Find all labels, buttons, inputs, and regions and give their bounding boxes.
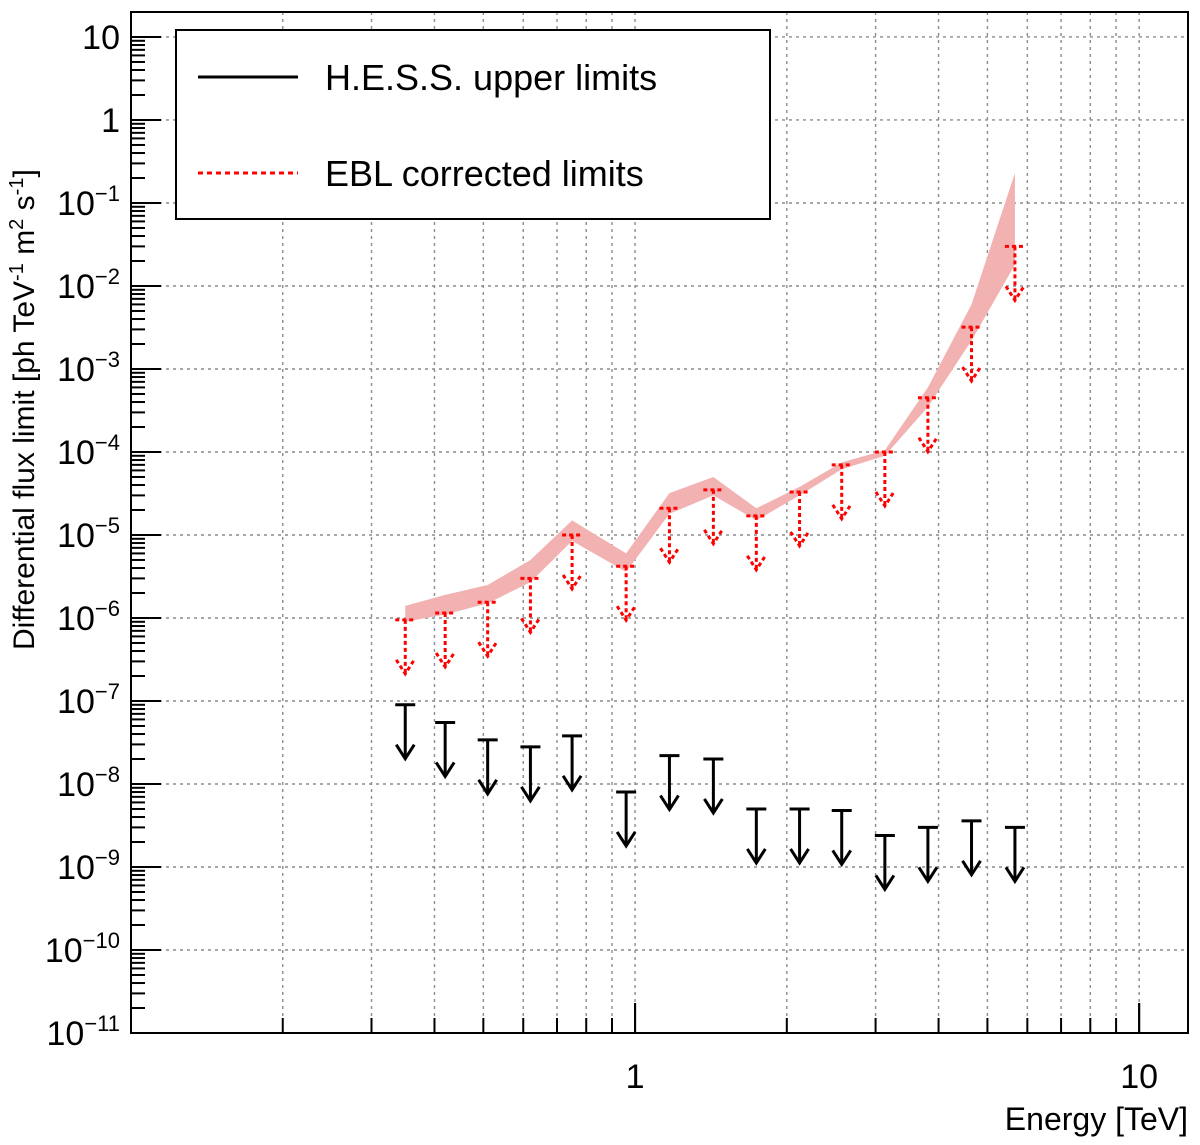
y-tick-label: 10−10 <box>45 928 120 970</box>
hess-limit-arrow <box>615 790 637 849</box>
hess-limit-arrow <box>520 745 541 804</box>
plot-frame <box>130 11 1189 1034</box>
y-tick-label: 10−9 <box>57 845 120 887</box>
ebl-uncertainty-band <box>405 172 1015 622</box>
y-tick-label: 10−5 <box>57 513 120 555</box>
hess-upper-limits <box>394 703 1026 893</box>
hess-limit-arrow <box>917 825 939 885</box>
legend-box <box>175 29 771 220</box>
y-tick-label: 10 <box>82 19 120 57</box>
y-tick-label: 10−1 <box>57 181 120 223</box>
ebl-limit-arrow <box>520 576 541 636</box>
y-tick-label: 10−2 <box>57 264 120 306</box>
hess-limit-arrow <box>961 819 982 878</box>
ebl-limit-arrow <box>434 611 456 670</box>
ebl-limit-arrow <box>789 490 810 549</box>
legend-label-hess: H.E.S.S. upper limits <box>325 57 657 98</box>
ebl-limit-arrow <box>615 564 637 623</box>
y-axis-label: Differential flux limit [ph TeV-1 m2 s-1… <box>6 169 41 650</box>
hess-limit-arrow <box>1004 825 1026 885</box>
hess-limit-arrow <box>874 833 896 893</box>
legend: H.E.S.S. upper limits EBL corrected limi… <box>175 29 771 220</box>
ebl-limit-arrow <box>703 488 724 547</box>
ebl-corrected-limits <box>394 244 1026 677</box>
hess-limit-arrow <box>659 754 680 813</box>
y-tick-label: 10−4 <box>57 430 120 472</box>
hess-limit-arrow <box>477 738 498 797</box>
ebl-limit-arrow <box>477 600 498 659</box>
hess-limit-arrow <box>434 721 456 780</box>
y-tick-label: 10−7 <box>57 679 120 721</box>
ebl-limit-arrow <box>961 325 982 384</box>
hess-limit-arrow <box>394 703 416 762</box>
hess-limit-arrow <box>831 808 852 868</box>
y-tick-label: 10−6 <box>57 596 120 638</box>
hess-limit-arrow <box>703 757 724 816</box>
ebl-limit-arrow <box>746 514 767 573</box>
hess-limit-arrow <box>561 734 583 793</box>
ebl-limit-arrow <box>831 463 852 522</box>
hess-limit-arrow <box>789 807 810 866</box>
tick-labels: 10−1110−1010−910−810−710−610−510−410−310… <box>45 19 1158 1096</box>
ebl-band-area <box>405 172 1015 622</box>
x-axis-label: Energy [TeV] <box>1005 1101 1188 1137</box>
x-tick-label: 10 <box>1120 1058 1158 1096</box>
y-tick-label: 10−3 <box>57 347 120 389</box>
hess-limit-arrow <box>746 807 767 866</box>
ebl-limit-arrow <box>561 533 583 592</box>
ebl-limit-arrow <box>394 618 416 677</box>
axis-ticks <box>131 11 1141 1034</box>
ebl-limit-arrow <box>917 396 939 455</box>
ebl-limit-arrow <box>874 450 896 509</box>
ebl-limit-arrow <box>659 506 680 565</box>
ebl-limit-arrow <box>1004 244 1026 304</box>
x-tick-label: 1 <box>626 1058 645 1096</box>
y-tick-label: 1 <box>101 102 120 140</box>
legend-label-ebl: EBL corrected limits <box>325 153 644 194</box>
y-tick-label: 10−8 <box>57 762 120 804</box>
y-tick-label: 10−11 <box>46 1011 120 1053</box>
data-series <box>394 244 1026 893</box>
